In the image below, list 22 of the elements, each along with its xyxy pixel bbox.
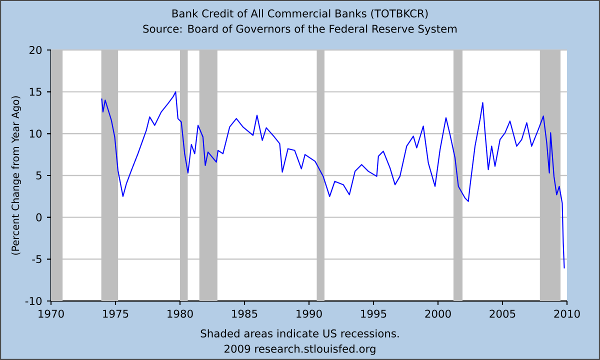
text: 2009 research.stlouisfed.org <box>224 344 376 355</box>
x-tick-label: 1995 <box>361 310 386 318</box>
x-tick-label: 1970 <box>38 310 64 318</box>
y-tick-label: 10 <box>30 130 42 138</box>
text: Shaded areas indicate US recessions. <box>200 329 399 338</box>
y-axis-title: (Percent Change from Year Ago) <box>11 96 22 255</box>
x-tick-label: 2005 <box>490 310 516 318</box>
chart-title: Bank Credit of All Commercial Banks (TOTBKCR) <box>172 9 428 19</box>
y-tick-label: 15 <box>30 88 42 96</box>
x-tick-label: 1990 <box>296 310 322 318</box>
y-tick-label: -5 <box>32 255 42 264</box>
x-tick-label: 1985 <box>232 310 258 318</box>
line-series <box>101 91 565 269</box>
x-tick-label: 1980 <box>168 310 193 318</box>
y-tick-label: 5 <box>36 172 42 180</box>
x-tick-label: 2000 <box>425 310 451 318</box>
x-tick-label: 2010 <box>554 310 580 318</box>
chart-subtitle: Source: Board of Governors of the Federal Reserve System <box>143 24 457 35</box>
y-tick-label: -10 <box>25 296 42 306</box>
x-tick-label: 1975 <box>103 310 128 318</box>
y-tick-label: 20 <box>30 46 42 54</box>
y-tick-label: 0 <box>36 213 42 222</box>
